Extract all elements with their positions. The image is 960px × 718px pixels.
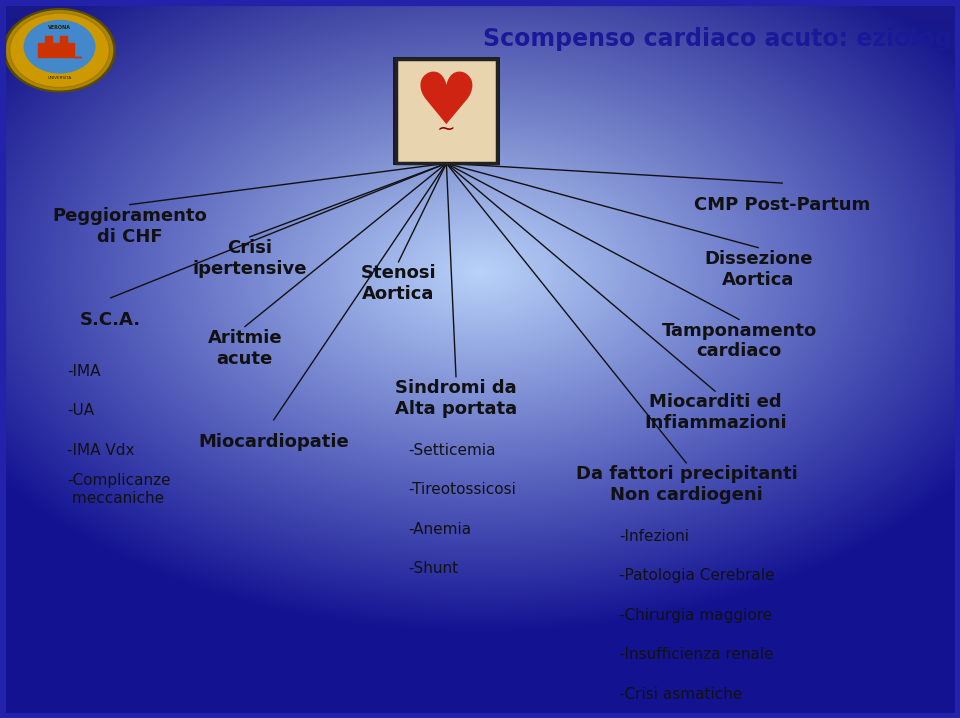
- Text: Stenosi
Aortica: Stenosi Aortica: [361, 264, 436, 303]
- Text: CMP Post-Partum: CMP Post-Partum: [694, 195, 871, 214]
- Text: -UA: -UA: [67, 404, 94, 418]
- Text: ♥: ♥: [414, 70, 479, 139]
- Text: -Tireotossicosi: -Tireotossicosi: [408, 482, 516, 497]
- Text: Miocardiopatie: Miocardiopatie: [198, 432, 349, 451]
- Text: -Complicanze
 meccaniche: -Complicanze meccaniche: [67, 473, 171, 506]
- Circle shape: [10, 13, 109, 88]
- Text: -Insufficienza renale: -Insufficienza renale: [619, 648, 774, 662]
- FancyBboxPatch shape: [394, 57, 500, 166]
- Circle shape: [6, 10, 113, 90]
- Circle shape: [3, 8, 116, 93]
- Text: -Patologia Cerebrale: -Patologia Cerebrale: [619, 569, 775, 583]
- Text: Scompenso cardiaco acuto: eziologia: Scompenso cardiaco acuto: eziologia: [483, 27, 960, 52]
- Text: -Chirurgia maggiore: -Chirurgia maggiore: [619, 608, 773, 623]
- Text: UNIVERSITA: UNIVERSITA: [47, 76, 72, 80]
- Text: S.C.A.: S.C.A.: [80, 310, 141, 329]
- Text: VERONA: VERONA: [48, 25, 71, 30]
- Text: -IMA Vdx: -IMA Vdx: [67, 443, 134, 457]
- Text: -Shunt: -Shunt: [408, 561, 458, 576]
- Text: ~: ~: [437, 119, 456, 139]
- Text: Aritmie
acute: Aritmie acute: [207, 329, 282, 368]
- Text: -IMA: -IMA: [67, 364, 101, 378]
- Polygon shape: [38, 36, 81, 57]
- Circle shape: [24, 20, 95, 73]
- Text: Tamponamento
cardiaco: Tamponamento cardiaco: [661, 322, 817, 360]
- Text: Miocarditi ed
Infiammazioni: Miocarditi ed Infiammazioni: [644, 393, 786, 432]
- Text: Da fattori precipitanti
Non cardiogeni: Da fattori precipitanti Non cardiogeni: [576, 465, 797, 504]
- FancyBboxPatch shape: [396, 60, 497, 164]
- Text: Sindromi da
Alta portata: Sindromi da Alta portata: [395, 379, 517, 418]
- Text: -Setticemia: -Setticemia: [408, 443, 495, 457]
- Text: Peggioramento
di CHF: Peggioramento di CHF: [52, 207, 207, 246]
- Text: -Crisi asmatiche: -Crisi asmatiche: [619, 687, 743, 701]
- Text: Dissezione
Aortica: Dissezione Aortica: [704, 250, 813, 289]
- Text: -Infezioni: -Infezioni: [619, 529, 689, 544]
- Text: Crisi
ipertensive: Crisi ipertensive: [192, 239, 307, 278]
- Text: -Anemia: -Anemia: [408, 522, 471, 536]
